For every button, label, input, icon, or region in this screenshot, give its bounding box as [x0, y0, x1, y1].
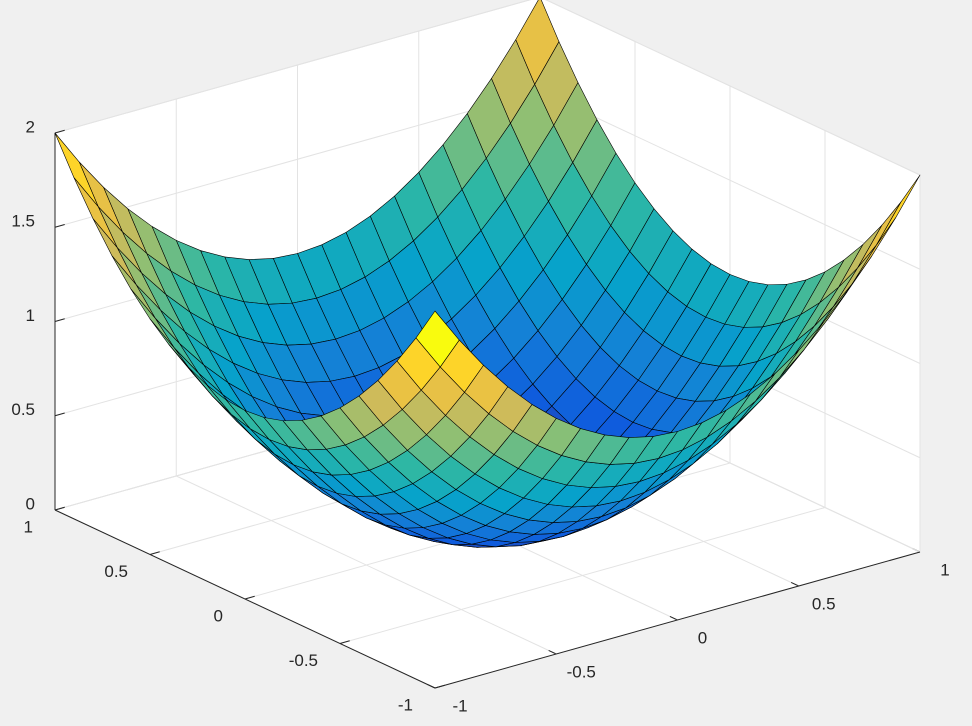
tick-mark	[54, 412, 65, 417]
y-tick-label: -1	[398, 695, 413, 714]
x-tick-label: 0	[698, 628, 707, 647]
surface-face	[876, 174, 921, 245]
tick-mark	[149, 551, 160, 555]
tick-mark	[669, 615, 678, 621]
y-tick-label: -0.5	[289, 651, 318, 670]
z-tick-label: 1	[26, 306, 35, 325]
y-tick-label: 0.5	[104, 562, 128, 581]
z-tick-label: 0	[26, 494, 35, 513]
grid-line	[54, 90, 541, 228]
grid-line	[54, 0, 532, 134]
tick-mark	[54, 506, 65, 511]
y-tick-label: 1	[24, 517, 33, 536]
x-tick-label: 0.5	[812, 594, 836, 613]
z-tick-label: 2	[26, 117, 35, 136]
tick-mark	[54, 224, 65, 228]
tick-mark	[244, 595, 255, 600]
surface-face	[415, 310, 460, 368]
axis-line	[434, 551, 921, 689]
x-tick-label: -0.5	[567, 662, 596, 681]
z-tick-label: 0.5	[11, 400, 35, 419]
grid-line	[539, 90, 921, 270]
grid-line	[545, 0, 921, 176]
tick-mark	[54, 129, 65, 134]
z-tick-label: 1.5	[11, 212, 35, 231]
tick-mark	[54, 318, 65, 322]
tick-mark	[548, 649, 557, 655]
x-tick-label: -1	[452, 696, 467, 715]
tick-mark	[339, 640, 350, 644]
y-tick-label: 0	[214, 606, 223, 625]
axis-line	[54, 509, 436, 689]
x-tick-label: 1	[940, 560, 949, 579]
tick-mark	[790, 581, 799, 587]
grid-line	[339, 507, 826, 644]
